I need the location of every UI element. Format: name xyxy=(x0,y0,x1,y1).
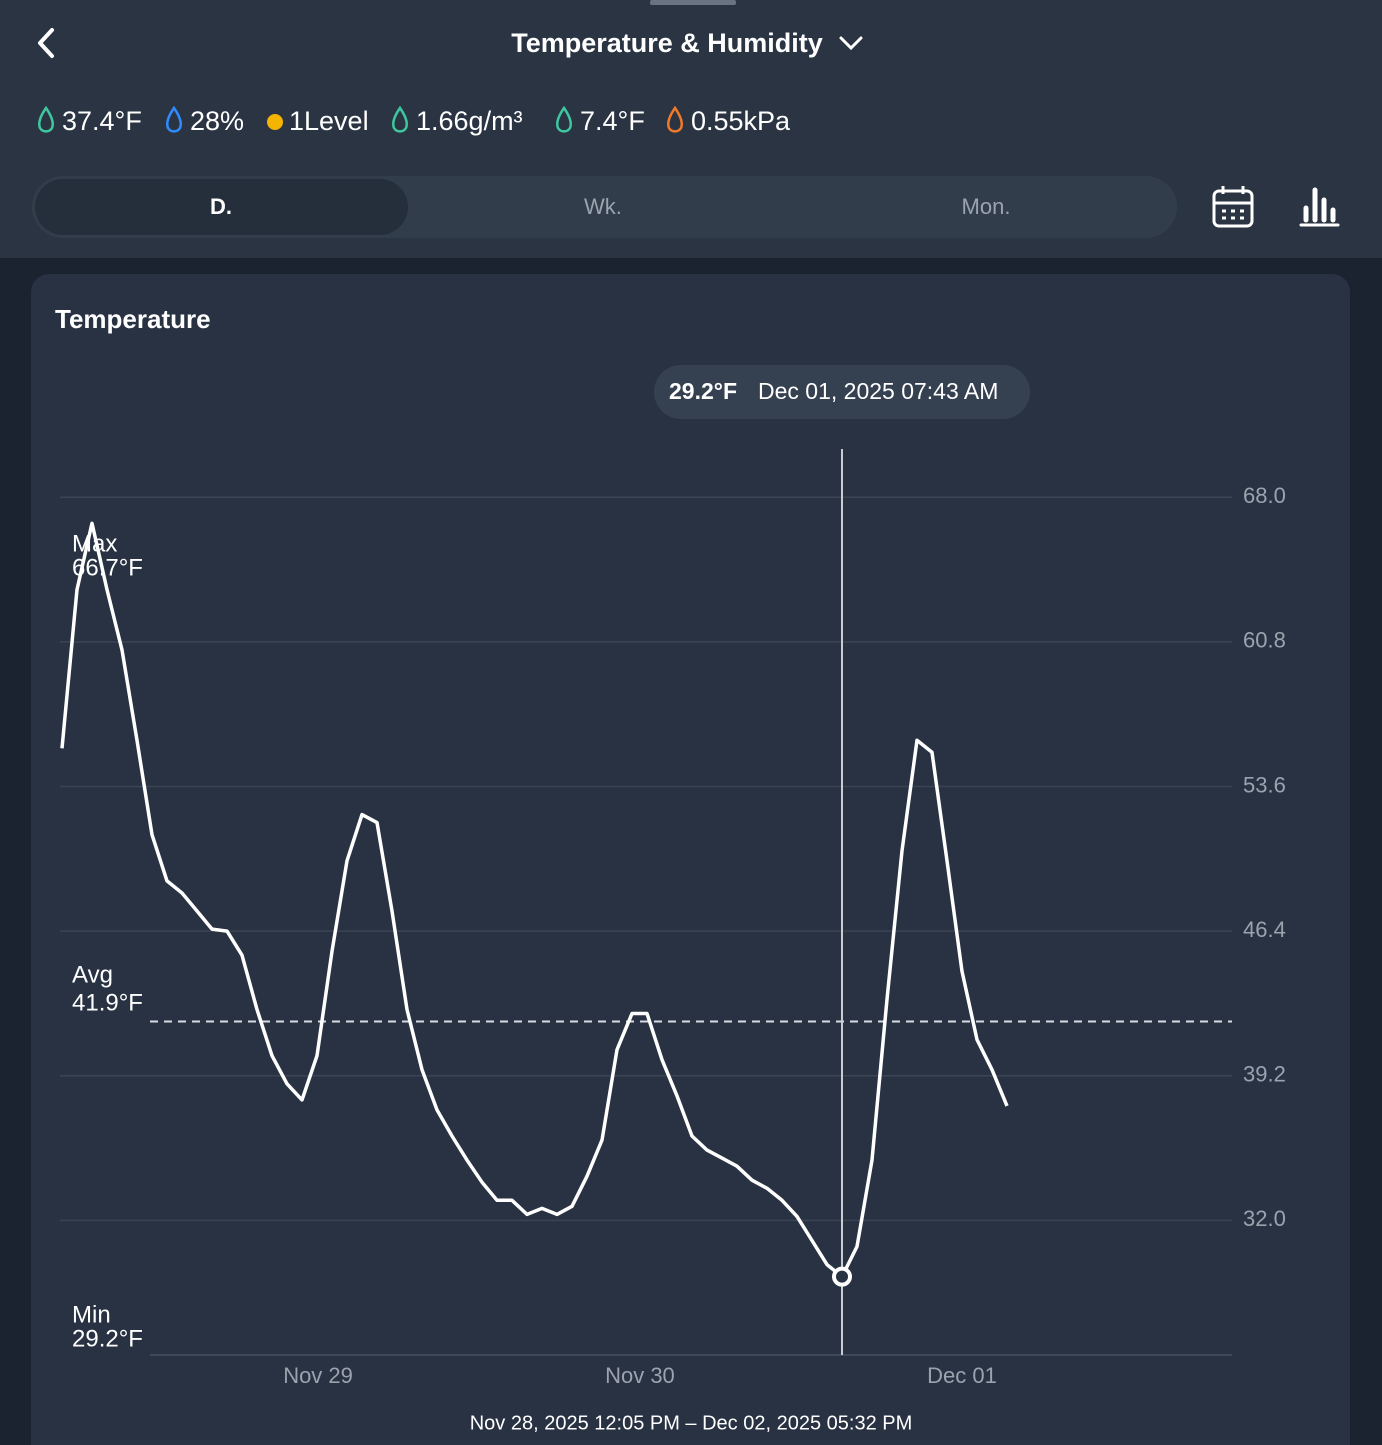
stat-value: 1.66g/m³ xyxy=(416,106,523,136)
y-tick-label: 60.8 xyxy=(1243,628,1286,653)
calendar-icon[interactable] xyxy=(1212,186,1254,228)
stat-value: 0.55kPa xyxy=(691,106,791,136)
stat-value: 28% xyxy=(190,106,244,136)
tooltip-value: 29.2°F xyxy=(669,378,737,404)
min-label: Min xyxy=(72,1301,111,1328)
stat-icon xyxy=(267,114,283,130)
stat-icon xyxy=(556,105,572,133)
avg-value: 41.9°F xyxy=(72,989,143,1016)
handle xyxy=(650,0,736,5)
y-tick-label: 32.0 xyxy=(1243,1206,1286,1231)
y-tick-label: 68.0 xyxy=(1243,483,1286,508)
tooltip xyxy=(654,365,1030,419)
dropdown-chevron[interactable] xyxy=(839,36,863,51)
chart-type-icon[interactable] xyxy=(1299,187,1340,227)
avg-label: Avg xyxy=(72,961,113,988)
y-tick-label: 53.6 xyxy=(1243,772,1286,797)
tab[interactable]: D. xyxy=(210,194,232,219)
tab[interactable]: Mon. xyxy=(962,194,1011,219)
stat-value: 1Level xyxy=(289,106,369,136)
stat-icon xyxy=(667,105,683,133)
cursor-point xyxy=(832,1266,852,1287)
y-tick-label: 39.2 xyxy=(1243,1062,1286,1087)
page-title[interactable]: Temperature & Humidity xyxy=(511,28,823,58)
stat-icon xyxy=(392,105,408,133)
temperature-line xyxy=(60,521,1009,1279)
stat-value: 37.4°F xyxy=(62,106,142,136)
x-tick-label: Nov 30 xyxy=(605,1363,675,1388)
chart-title: Temperature xyxy=(55,304,211,334)
stat-icon xyxy=(38,105,54,133)
x-tick-label: Dec 01 xyxy=(927,1363,997,1388)
tab[interactable]: Wk. xyxy=(584,194,622,219)
selected-tab xyxy=(35,179,408,235)
stat-icon xyxy=(166,105,182,133)
chart-card xyxy=(31,274,1350,1445)
y-tick-label: 46.4 xyxy=(1243,917,1286,942)
back-button[interactable] xyxy=(38,28,54,58)
date-range: Nov 28, 2025 12:05 PM – Dec 02, 2025 05:… xyxy=(470,1412,913,1434)
tooltip-time: Dec 01, 2025 07:43 AM xyxy=(758,378,998,404)
x-tick-label: Nov 29 xyxy=(283,1363,353,1388)
min-value: 29.2°F xyxy=(72,1325,143,1352)
stat-value: 7.4°F xyxy=(580,106,645,136)
